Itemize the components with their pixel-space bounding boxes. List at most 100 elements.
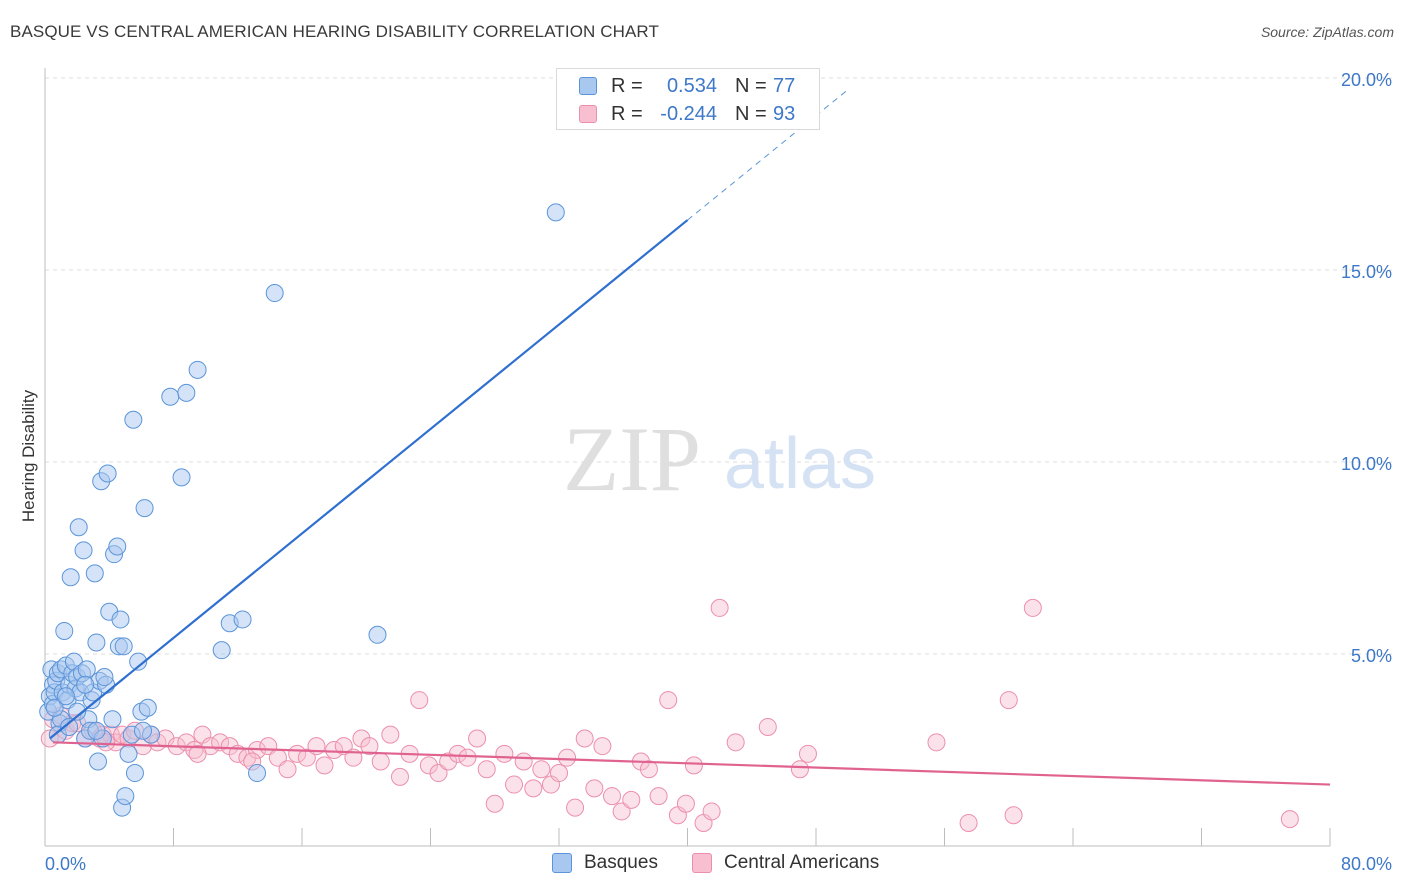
legend-swatch-pink: [579, 105, 597, 123]
central-american-point: [371, 752, 390, 771]
y-tick-label: 10.0%: [1341, 454, 1392, 474]
basque-point: [133, 721, 152, 740]
central-american-point: [360, 737, 379, 756]
central-american-point: [1023, 598, 1042, 617]
central-american-point: [514, 752, 533, 771]
central-american-point: [927, 733, 946, 752]
central-american-point: [710, 598, 729, 617]
central-american-point: [566, 798, 585, 817]
legend-row-central-americans: R = -0.244 N = 93: [579, 101, 795, 127]
x-tick-label: 80.0%: [1341, 854, 1392, 874]
basque-point: [55, 621, 74, 640]
series-legend: Basques Central Americans: [0, 850, 1406, 878]
central-american-point: [585, 779, 604, 798]
basque-point: [111, 610, 130, 629]
central-american-point: [1280, 810, 1299, 829]
central-american-point: [726, 733, 745, 752]
basque-point: [61, 568, 80, 587]
central-american-point: [684, 756, 703, 775]
basque-point: [138, 698, 157, 717]
central-american-point: [532, 760, 551, 779]
central-american-point: [477, 760, 496, 779]
central-american-point: [524, 779, 543, 798]
basque-point: [212, 641, 231, 660]
central-american-point: [468, 729, 487, 748]
trend-lines: [49, 89, 1331, 786]
basque-point: [265, 284, 284, 303]
basque-point: [56, 687, 75, 706]
legend-r-value: -0.244: [660, 102, 717, 125]
basque-point: [125, 764, 144, 783]
basque-point: [108, 537, 127, 556]
basque-point: [172, 468, 191, 487]
central-american-point: [550, 764, 568, 783]
legend-n-label: N =: [735, 102, 767, 125]
central-american-point: [448, 744, 467, 763]
basque-point: [87, 721, 106, 740]
chart-title: BASQUE VS CENTRAL AMERICAN HEARING DISAB…: [10, 22, 659, 41]
basque-point: [114, 637, 133, 656]
central-american-point: [575, 729, 594, 748]
legend-row-basques: R = 0.534 N = 77: [579, 73, 795, 99]
basque-point: [233, 610, 252, 629]
basque-point: [69, 518, 88, 537]
central-american-point: [1004, 806, 1023, 825]
central-american-point: [188, 744, 207, 763]
basque-point: [95, 668, 114, 687]
source-credit: Source: ZipAtlas.com: [1260, 24, 1394, 40]
central-american-point: [798, 744, 817, 763]
basque-point: [177, 383, 196, 402]
y-tick-label: 15.0%: [1341, 262, 1392, 282]
x-tick-label: 0.0%: [45, 854, 86, 874]
central-american-point: [495, 744, 514, 763]
watermark-zip: ZIP: [563, 408, 701, 510]
watermark-atlas: atlas: [724, 424, 876, 504]
basque-point: [74, 541, 93, 560]
basque-point: [60, 717, 79, 736]
basque-point: [248, 764, 267, 783]
basques-points: [39, 203, 565, 817]
central-american-point: [334, 737, 353, 756]
basque-point: [188, 360, 207, 379]
legend-swatch-blue: [579, 77, 597, 95]
basque-point: [546, 203, 565, 222]
basque-point: [103, 710, 122, 729]
central-american-point: [505, 775, 524, 794]
central-american-point: [676, 794, 695, 813]
central-american-point: [278, 760, 297, 779]
central-american-point: [325, 741, 344, 759]
central-american-point: [649, 787, 668, 806]
central-american-point: [790, 760, 809, 779]
basque-point: [129, 652, 148, 671]
basque-point: [85, 564, 104, 583]
legend-r-label: R =: [611, 74, 643, 97]
tick-labels: 5.0% 10.0% 15.0% 20.0% 0.0% 80.0%: [45, 70, 1392, 874]
central-american-point: [429, 764, 448, 783]
central-americans-points: [40, 598, 1299, 832]
legend-n-label: N =: [735, 74, 767, 97]
basques-label: Basques: [584, 852, 658, 873]
central-american-point: [381, 725, 400, 744]
central-american-point: [758, 717, 777, 736]
grid-lines: [45, 77, 1392, 655]
basque-point: [368, 625, 387, 644]
central-american-point: [410, 691, 429, 710]
basque-point: [45, 698, 64, 717]
central-american-point: [659, 691, 678, 710]
basques-trend-line: [49, 219, 689, 740]
basque-point: [98, 464, 117, 483]
legend-n-value: 77: [773, 74, 796, 97]
y-tick-label: 20.0%: [1341, 70, 1392, 90]
basque-point: [89, 752, 108, 771]
central-american-point: [211, 733, 230, 752]
basque-point: [161, 387, 180, 406]
basques-swatch: [552, 853, 572, 873]
central-american-point: [959, 813, 978, 832]
basque-point: [116, 787, 135, 806]
central-americans-label: Central Americans: [724, 852, 880, 873]
basque-point: [76, 675, 95, 694]
central-american-point: [390, 767, 409, 786]
central-american-point: [999, 691, 1018, 710]
legend-item-basques: Basques: [552, 852, 658, 874]
central-american-point: [612, 802, 631, 821]
